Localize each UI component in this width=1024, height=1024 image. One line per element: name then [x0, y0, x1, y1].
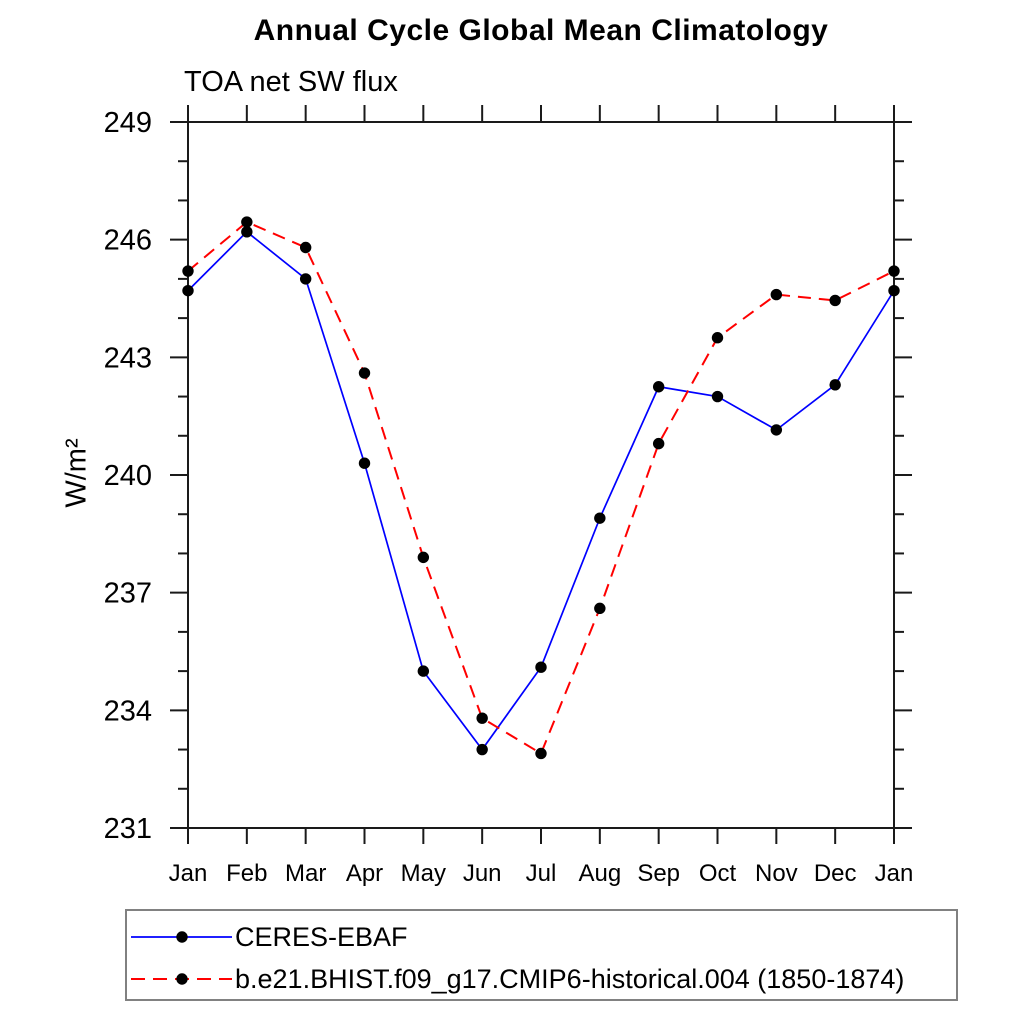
series-markers-ceres-ebaf [182, 226, 900, 756]
x-tick-label: Sep [637, 860, 680, 887]
data-point-marker [299, 273, 312, 285]
data-point-marker [829, 294, 841, 307]
axis-ticks [170, 105, 912, 844]
legend-line-sample-solid [131, 931, 232, 943]
data-point-marker [476, 712, 488, 724]
x-tick-label: Dec [814, 860, 857, 887]
data-point-marker [241, 226, 253, 238]
data-point-marker [535, 747, 547, 760]
data-point-marker [182, 284, 194, 297]
data-point-marker [888, 284, 900, 297]
x-tick-label: Aug [578, 860, 621, 887]
legend-label-model: b.e21.BHIST.f09_g17.CMIP6-historical.004… [235, 963, 905, 994]
chart-subtitle: TOA net SW flux [184, 66, 398, 98]
data-point-marker [770, 288, 783, 301]
data-point-marker [417, 665, 430, 677]
x-axis-tick-labels: Jan Feb Mar Apr May Jun Jul Aug Sep Oct Nov Dec Jan [169, 860, 914, 887]
data-point-marker [652, 381, 665, 393]
y-axis-tick-labels: 231 234 237 240 243 246 249 [104, 107, 152, 845]
legend: CERES-EBAF b.e21.BHIST.f09_g17.CMIP6-his… [125, 909, 958, 1001]
x-tick-label: Oct [699, 860, 737, 887]
x-tick-label: Jun [463, 860, 502, 887]
x-tick-label: Jan [169, 860, 208, 887]
data-point-marker [594, 602, 606, 615]
y-tick-label: 243 [104, 342, 152, 374]
legend-label-ceres-ebaf: CERES-EBAF [235, 921, 408, 952]
data-point-marker [594, 512, 606, 524]
data-point-marker [358, 457, 371, 469]
y-tick-label: 240 [104, 460, 152, 492]
data-point-marker [417, 551, 430, 564]
data-point-marker [358, 367, 371, 379]
y-tick-label: 231 [104, 813, 152, 845]
x-tick-label: Nov [755, 860, 798, 887]
y-tick-label: 237 [104, 578, 152, 610]
x-tick-label: Feb [226, 860, 267, 887]
y-tick-label: 234 [104, 695, 152, 727]
legend-line-sample-dashed [131, 973, 232, 985]
data-point-marker [711, 332, 724, 344]
legend-item-ceres-ebaf: CERES-EBAF [130, 922, 408, 952]
legend-marker-dot [176, 931, 188, 943]
x-tick-label: Jan [875, 860, 914, 887]
plot-frame [187, 121, 895, 829]
data-point-marker [476, 743, 488, 756]
data-point-marker [652, 437, 665, 450]
legend-item-model: b.e21.BHIST.f09_g17.CMIP6-historical.004… [130, 964, 904, 994]
series-line-model [187, 220, 895, 755]
data-point-marker [299, 241, 312, 254]
legend-marker-dot [176, 973, 188, 985]
data-point-marker [535, 661, 547, 673]
y-tick-label: 249 [104, 107, 152, 139]
series-markers-model [182, 216, 900, 760]
y-tick-label: 246 [104, 225, 152, 257]
x-tick-label: May [401, 860, 446, 887]
data-point-marker [182, 265, 194, 277]
data-point-marker [829, 379, 841, 391]
data-point-marker [241, 216, 253, 228]
chart-title: Annual Cycle Global Mean Climatology [253, 14, 829, 47]
x-tick-label: Apr [346, 860, 383, 887]
x-tick-label: Jul [526, 860, 557, 887]
x-tick-label: Mar [285, 860, 326, 887]
data-point-marker [711, 390, 724, 403]
data-point-marker [888, 265, 900, 277]
data-point-marker [770, 424, 783, 436]
